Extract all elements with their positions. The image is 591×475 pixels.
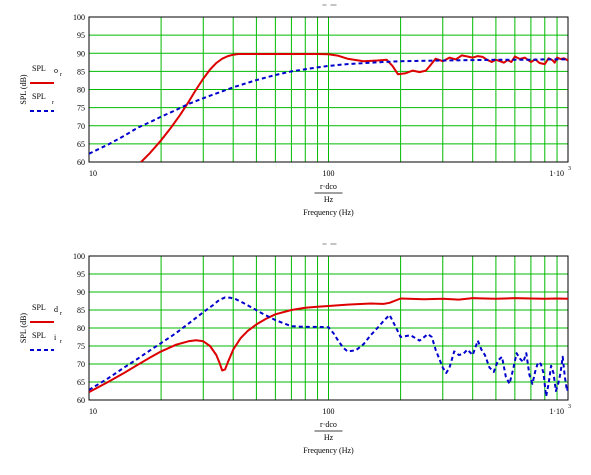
series-line-2 xyxy=(89,296,568,398)
y-tick-label: 85 xyxy=(77,67,85,76)
x-axis-expr: r·dco xyxy=(320,182,337,191)
legend-label: SPL xyxy=(32,64,46,73)
y-tick-label: 65 xyxy=(77,378,85,387)
y-tick-label: 75 xyxy=(77,342,85,351)
legend-sub: d xyxy=(54,305,58,314)
series-line-1 xyxy=(140,53,568,162)
y-tick-label: 90 xyxy=(77,49,85,58)
legend-sub: i xyxy=(54,333,57,342)
legend-entry: SPL o r xyxy=(30,64,62,84)
y-tick-label: 70 xyxy=(77,122,85,131)
y-tick-label: 80 xyxy=(77,324,85,333)
legend-entry: SPL r xyxy=(30,92,54,112)
y-tick-label: 100 xyxy=(73,13,85,22)
x-axis-unit: Hz xyxy=(324,433,334,442)
y-tick-label: 95 xyxy=(77,31,85,40)
y-tick-label: 65 xyxy=(77,140,85,149)
x-axis-label: Frequency (Hz) xyxy=(303,208,354,217)
x-tick-exponent: 3 xyxy=(568,166,571,172)
legend-subsub: r xyxy=(52,100,54,106)
y-tick-label: 85 xyxy=(77,306,85,315)
plot-frame xyxy=(88,255,569,401)
x-axis-expr: r·dco xyxy=(320,420,337,429)
series-line-1 xyxy=(89,297,568,393)
chart-panel-1: 60 65 70 75 80 85 90 95 100 10 100 1·10 3 SPL (dB) r·d… xyxy=(19,4,571,217)
x-tick-label: 1·10 xyxy=(549,407,564,416)
x-axis-unit: Hz xyxy=(324,195,334,204)
legend-entry: SPL i r xyxy=(30,331,62,351)
legend-subsub: r xyxy=(60,339,62,345)
chart-panel-2: 60 65 70 75 80 85 90 95 100 10 100 1·10 3 SPL (dB) r·d… xyxy=(19,243,571,455)
y-axis-label: SPL (dB) xyxy=(19,74,28,104)
y-tick-label: 75 xyxy=(77,104,85,113)
x-axis-label: Frequency (Hz) xyxy=(303,446,354,455)
y-tick-label: 95 xyxy=(77,270,85,279)
x-tick-label: 10 xyxy=(89,407,97,416)
x-tick-exponent: 3 xyxy=(568,404,571,410)
legend-sub: o xyxy=(54,66,58,75)
legend-label: SPL xyxy=(32,92,46,101)
x-tick-label: 100 xyxy=(323,169,335,178)
legend-label: SPL xyxy=(32,331,46,340)
y-tick-label: 90 xyxy=(77,288,85,297)
y-tick-label: 80 xyxy=(77,86,85,95)
legend-label: SPL xyxy=(32,303,46,312)
x-tick-label: 1·10 xyxy=(549,169,564,178)
x-tick-label: 10 xyxy=(89,169,97,178)
y-tick-label: 60 xyxy=(77,158,85,167)
y-tick-label: 100 xyxy=(73,252,85,261)
legend-subsub: r xyxy=(60,311,62,317)
x-tick-label: 100 xyxy=(323,407,335,416)
plot-frame xyxy=(88,16,569,163)
series-line-2 xyxy=(89,58,568,155)
legend-subsub: r xyxy=(60,72,62,78)
y-axis-label: SPL (dB) xyxy=(19,313,28,343)
y-tick-label: 70 xyxy=(77,360,85,369)
legend-entry: SPL d r xyxy=(30,303,62,323)
y-tick-label: 60 xyxy=(77,396,85,405)
